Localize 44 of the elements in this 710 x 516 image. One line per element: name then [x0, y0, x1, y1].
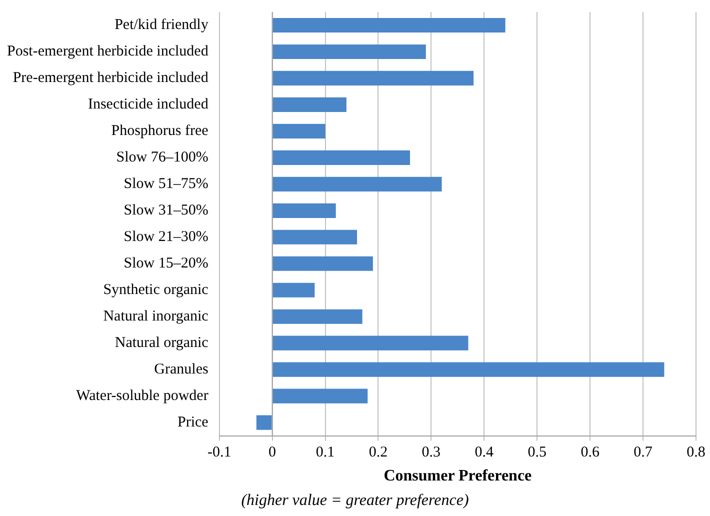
x-tick-label: 0.5 [528, 444, 546, 461]
x-tick-label: 0.7 [634, 444, 653, 461]
y-tick-label: Natural organic [114, 335, 209, 352]
bar [272, 336, 468, 350]
bar [256, 415, 272, 430]
bar [272, 124, 326, 138]
bar [272, 203, 336, 218]
x-tick-label: 0.6 [580, 444, 600, 461]
y-tick-label: Pre-emergent herbicide included [12, 70, 209, 86]
x-tick-label: -0.1 [207, 444, 232, 461]
x-tick-label: 0.3 [422, 444, 441, 461]
x-tick-label: 0.4 [474, 444, 494, 461]
y-tick-label: Phosphorus free [111, 123, 209, 140]
y-tick-label: Granules [154, 362, 208, 378]
bar [272, 70, 474, 86]
y-tick-label: Price [178, 414, 209, 430]
bar [272, 282, 315, 298]
bar [272, 309, 362, 324]
bar [272, 388, 368, 404]
x-tick-label: 0.1 [316, 444, 335, 461]
y-tick-label: Natural inorganic [103, 308, 209, 325]
bar [272, 97, 346, 112]
bar [272, 18, 506, 33]
y-tick-label: Slow 15–20% [124, 256, 208, 272]
y-tick-label: Water-soluble powder [76, 388, 208, 404]
x-axis-title: Consumer Preference [384, 468, 532, 485]
bar [272, 230, 358, 244]
y-tick-label: Slow 76–100% [116, 150, 208, 166]
bar [272, 150, 410, 165]
y-tick-label: Slow 51–75% [124, 176, 208, 192]
x-tick-label: 0 [268, 444, 276, 461]
y-tick-label: Slow 21–30% [124, 229, 208, 246]
bar [272, 176, 442, 192]
y-tick-label: Slow 31–50% [124, 202, 208, 219]
y-tick-label: Synthetic organic [103, 282, 209, 298]
bar [272, 362, 664, 377]
y-tick-label: Pet/kid friendly [114, 17, 209, 34]
bar [272, 256, 373, 271]
bar [272, 44, 426, 60]
text: (higher value = greater preference) [240, 492, 470, 510]
x-tick-label: 0.8 [686, 444, 706, 461]
y-tick-label: Post-emergent herbicide included [7, 44, 209, 60]
y-tick-label: Insecticide included [88, 96, 209, 113]
x-tick-label: 0.2 [368, 444, 388, 461]
